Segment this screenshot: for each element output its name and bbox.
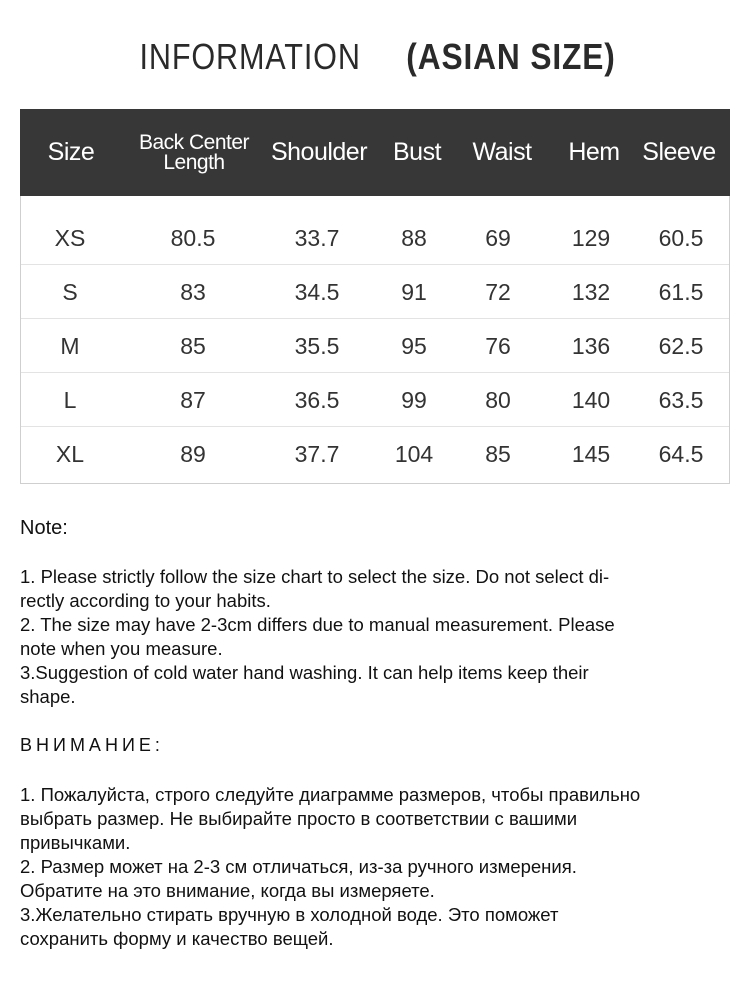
- page-title: INFORMATION (ASIAN SIZE): [0, 36, 750, 78]
- table-row: XL 89 37.7 104 85 145 64.5: [21, 427, 729, 481]
- header-hem: Hem: [568, 138, 620, 166]
- note-ru-text: 1. Пожалуйста, строго следуйте диаграмме…: [20, 783, 640, 951]
- table-row: XS 80.5 33.7 88 69 129 60.5: [21, 211, 729, 265]
- cell-hem: 129: [571, 225, 611, 251]
- note-text: 1. Please strictly follow the size chart…: [20, 565, 615, 709]
- header-back-center-length: Back Center Length: [138, 109, 250, 196]
- header-size: Size: [47, 138, 95, 166]
- table-row: L 87 36.5 99 80 140 63.5: [21, 373, 729, 427]
- note-ru-line: 3.Желательно стирать вручную в холодной …: [20, 904, 559, 925]
- cell-waist: 85: [485, 441, 511, 467]
- note-ru-line: 1. Пожалуйста, строго следуйте диаграмме…: [20, 784, 641, 805]
- cell-size: XS: [54, 225, 86, 251]
- note-heading: Note:: [20, 517, 68, 539]
- note-line: 1. Please strictly follow the size chart…: [20, 566, 610, 587]
- cell-bust: 95: [401, 333, 427, 359]
- note-line: 2. The size may have 2-3cm differs due t…: [20, 614, 615, 635]
- header-shoulder: Shoulder: [270, 138, 368, 166]
- size-table-header: Size Back Center Length Shoulder Bust Wai…: [20, 109, 730, 196]
- note-ru-line: выбрать размер. Не выбирайте просто в со…: [20, 808, 578, 829]
- cell-waist: 80: [485, 387, 511, 413]
- cell-size: L: [63, 387, 77, 413]
- table-row: M 85 35.5 95 76 136 62.5: [21, 319, 729, 373]
- note-ru-line: 2. Размер может на 2-3 см отличаться, из…: [20, 856, 577, 877]
- cell-shoulder: 37.7: [294, 441, 340, 467]
- cell-hem: 145: [571, 441, 611, 467]
- cell-sleeve: 62.5: [658, 333, 704, 359]
- size-table-body: XS 80.5 33.7 88 69 129 60.5 S 83 34.5 91 72 132 61.5 M…: [20, 196, 730, 484]
- cell-bust: 88: [401, 225, 427, 251]
- cell-shoulder: 33.7: [294, 225, 340, 251]
- table-row: S 83 34.5 91 72 132 61.5: [21, 265, 729, 319]
- note-ru-line: сохранить форму и качество вещей.: [20, 928, 334, 949]
- cell-hem: 136: [571, 333, 611, 359]
- cell-bust: 91: [401, 279, 427, 305]
- cell-sleeve: 60.5: [658, 225, 704, 251]
- cell-bust: 104: [394, 441, 434, 467]
- header-waist: Waist: [472, 138, 532, 166]
- cell-hem: 132: [571, 279, 611, 305]
- note-line: shape.: [20, 686, 76, 707]
- cell-sleeve: 64.5: [658, 441, 704, 467]
- cell-hem: 140: [571, 387, 611, 413]
- cell-back-center-length: 83: [180, 279, 206, 305]
- cell-shoulder: 36.5: [294, 387, 340, 413]
- note-ru-heading: ВНИМАНИЕ:: [20, 735, 164, 755]
- note-line: 3.Suggestion of cold water hand washing.…: [20, 662, 589, 683]
- cell-size: M: [60, 333, 80, 359]
- cell-size: XL: [55, 441, 85, 467]
- cell-waist: 76: [485, 333, 511, 359]
- note-line: note when you measure.: [20, 638, 223, 659]
- cell-sleeve: 63.5: [658, 387, 704, 413]
- cell-bust: 99: [401, 387, 427, 413]
- cell-back-center-length: 87: [180, 387, 206, 413]
- cell-size: S: [62, 279, 78, 305]
- cell-shoulder: 35.5: [294, 333, 340, 359]
- cell-sleeve: 61.5: [658, 279, 704, 305]
- title-size-label: (ASIAN SIZE): [405, 36, 616, 77]
- cell-back-center-length: 89: [180, 441, 206, 467]
- header-bust: Bust: [392, 138, 442, 166]
- cell-waist: 72: [485, 279, 511, 305]
- header-back-center-line2: Length: [163, 150, 225, 174]
- title-text: INFORMATION: [139, 36, 362, 77]
- header-back-center-line1: Back Center: [138, 130, 250, 154]
- cell-shoulder: 34.5: [294, 279, 340, 305]
- note-ru-line: Обратите на это внимание, когда вы измер…: [20, 880, 435, 901]
- cell-back-center-length: 85: [180, 333, 206, 359]
- note-ru-line: привычками.: [20, 832, 131, 853]
- cell-waist: 69: [485, 225, 511, 251]
- note-line: rectly according to your habits.: [20, 590, 271, 611]
- header-sleeve: Sleeve: [642, 138, 716, 166]
- cell-back-center-length: 80.5: [170, 225, 216, 251]
